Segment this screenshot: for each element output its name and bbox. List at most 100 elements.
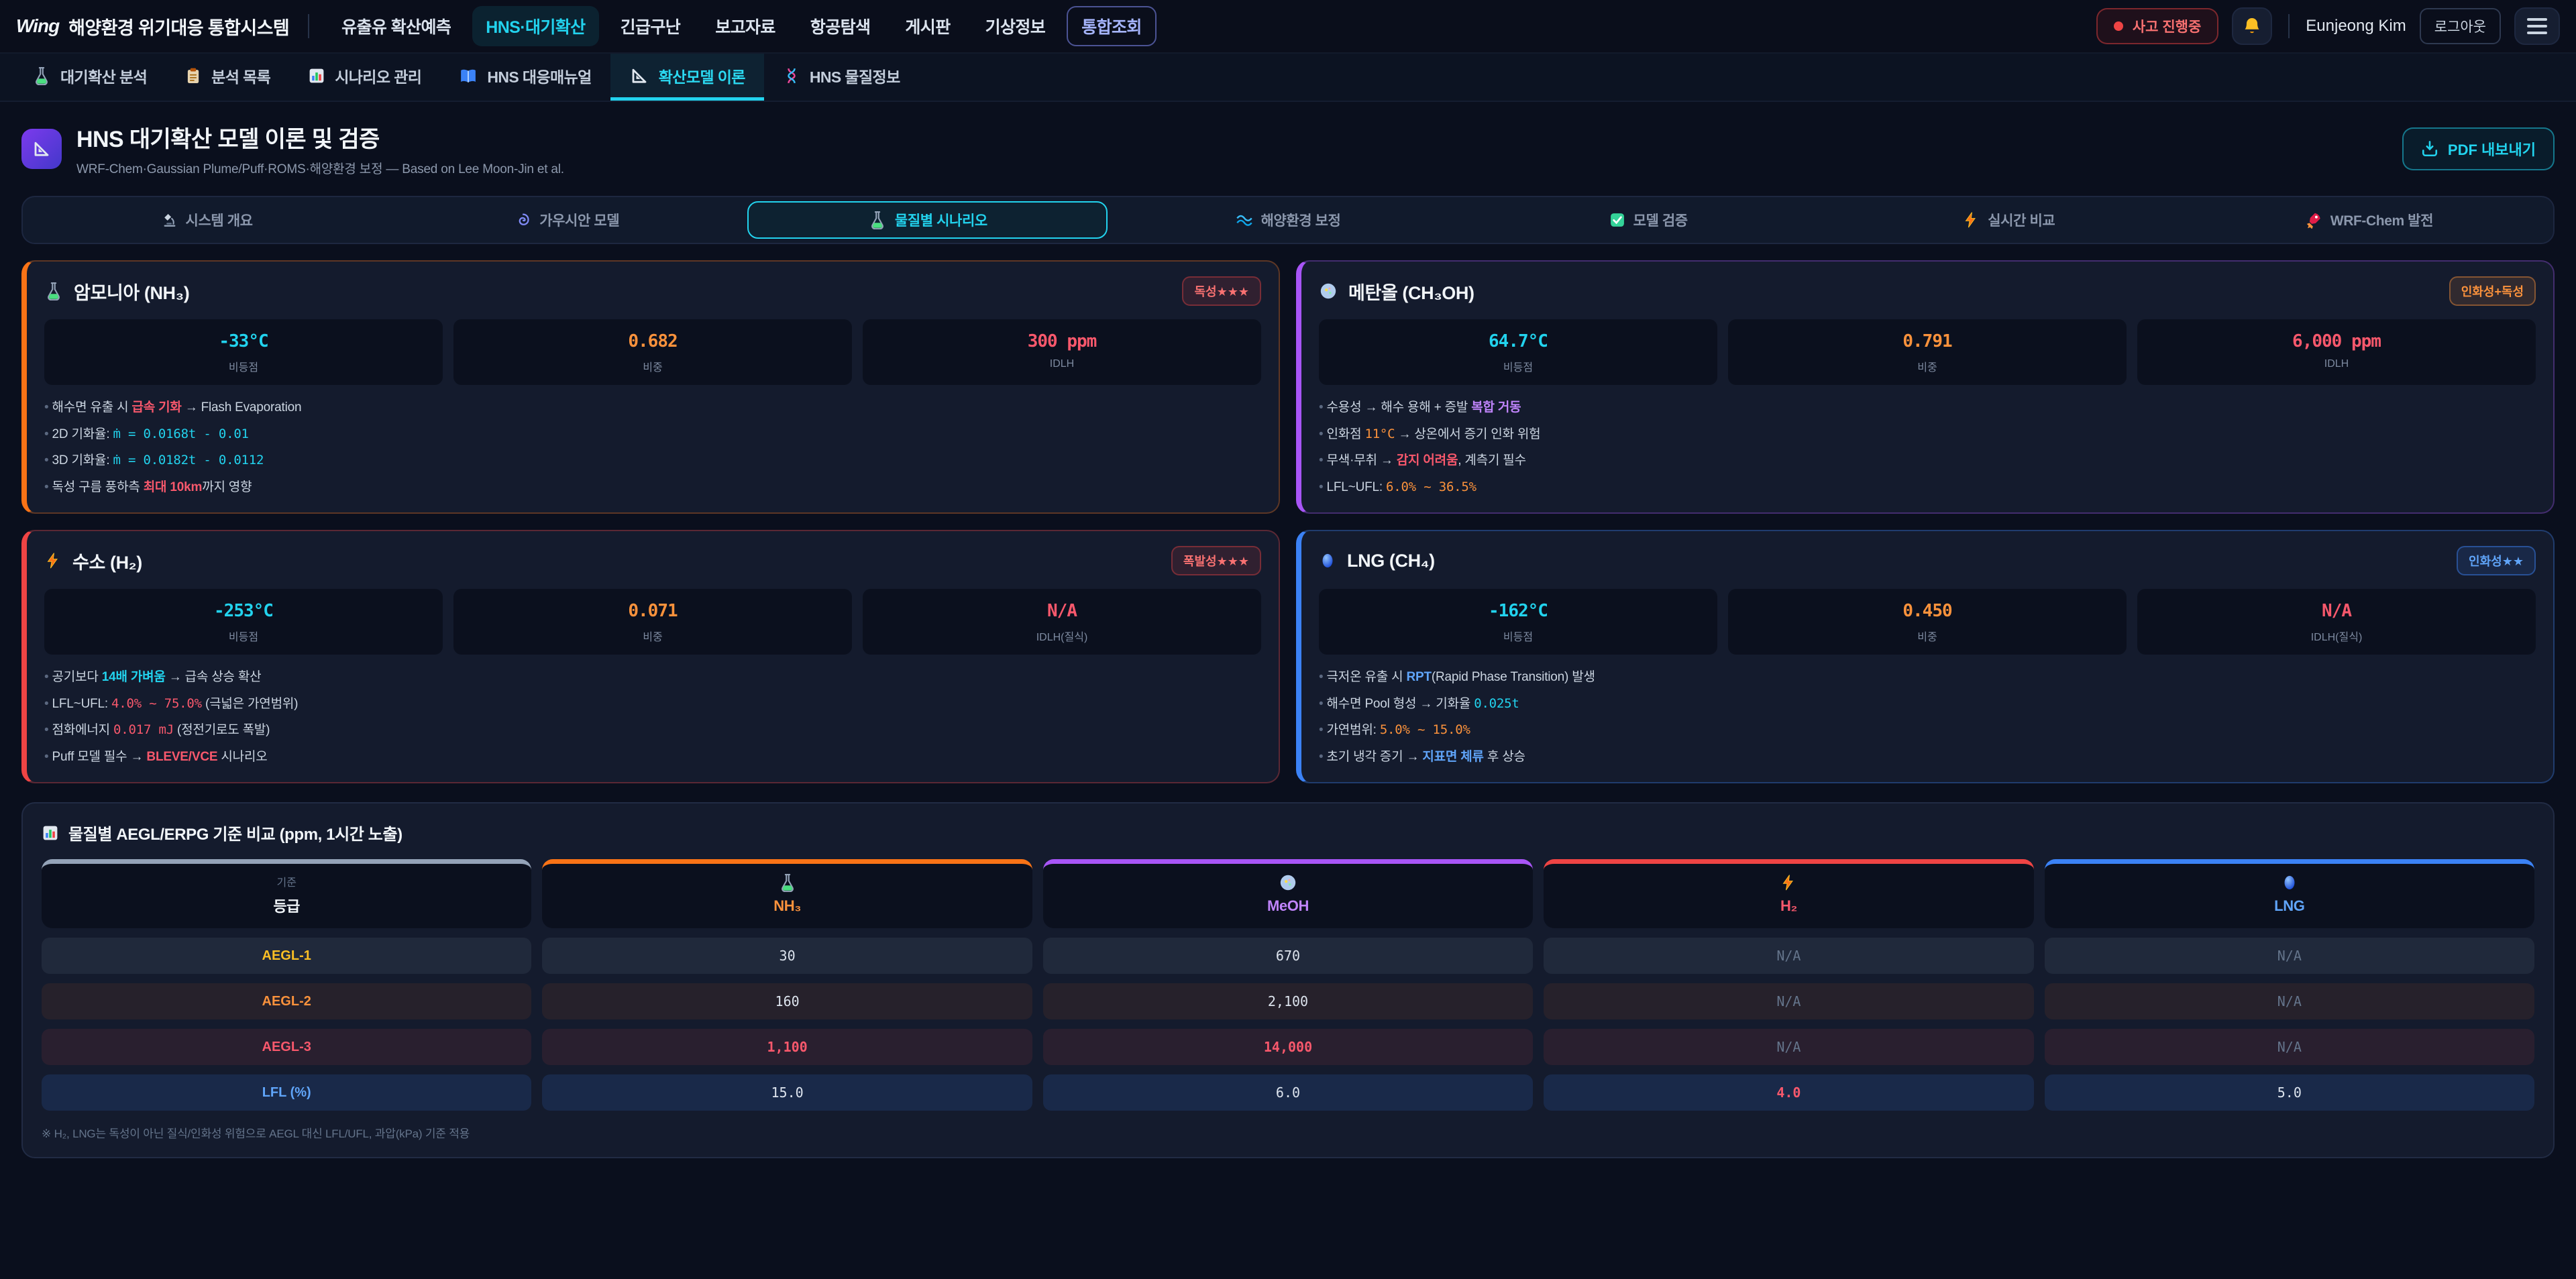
topnav-item-6[interactable]: 기상정보 xyxy=(985,18,1046,37)
table-cell: 4.0 xyxy=(1544,1074,2034,1111)
subnav-item-1[interactable]: 분석 목록 xyxy=(166,54,289,101)
col-header-label: LNG xyxy=(2274,897,2305,915)
download-icon xyxy=(2421,140,2438,158)
stat-value: 300 ppm xyxy=(1027,331,1097,351)
app-logo[interactable]: Wing 해양환경 위기대응 통합시스템 xyxy=(16,13,290,40)
subnav-item-label: 분석 목록 xyxy=(211,68,271,86)
top-navigation-bar: Wing 해양환경 위기대응 통합시스템 유출유 확산예측 HNS·대기확산 긴급구… xyxy=(0,0,2576,54)
bullet-segment: → 급속 상승 확산 xyxy=(165,670,262,685)
topnav-item-0[interactable]: 유출유 확산예측 xyxy=(341,18,451,37)
stat-box: -162°C 비등점 xyxy=(1319,589,1717,655)
table-cell: N/A xyxy=(2044,983,2534,1020)
col-header-icon-wrap xyxy=(1049,873,1527,892)
stat-value: 0.071 xyxy=(628,601,678,622)
bullet-segment: 무색·무취 → xyxy=(1326,453,1397,468)
topnav-item-5[interactable]: 게시판 xyxy=(905,18,951,37)
hamburger-menu-button[interactable] xyxy=(2514,7,2560,45)
wave-icon xyxy=(1236,211,1253,229)
content-tab-3[interactable]: 해양환경 보정 xyxy=(1108,201,1468,239)
bolt-icon xyxy=(1962,211,1980,229)
stat-value: 0.791 xyxy=(1902,331,1952,351)
incident-label: 사고 진행중 xyxy=(2132,19,2202,35)
test-tube-icon xyxy=(778,873,797,893)
page-icon xyxy=(21,129,62,169)
subnav-item-label: 대기확산 분석 xyxy=(60,68,148,86)
tab-label: 모델 검증 xyxy=(1633,213,1688,229)
content-tab-4[interactable]: 모델 검증 xyxy=(1468,201,1829,239)
bullet-segment: 11°C xyxy=(1364,426,1395,441)
table-title: 물질별 AEGL/ERPG 기준 비교 (ppm, 1시간 노출) xyxy=(68,826,402,844)
subnav-item-label: HNS 물질정보 xyxy=(809,68,900,86)
bullet-segment: 최대 10km xyxy=(143,480,203,494)
bullet-item: 공기보다 14배 가벼움 → 급속 상승 확산 xyxy=(44,668,1261,687)
bullet-segment: 초기 냉각 증기 → xyxy=(1326,749,1423,764)
content-tab-2[interactable]: 물질별 시나리오 xyxy=(747,201,1108,239)
table-cell: N/A xyxy=(1544,938,2034,975)
test-tube-icon xyxy=(44,282,63,300)
bullet-item: Puff 모델 필수 → BLEVE/VCE 시나리오 xyxy=(44,748,1261,767)
stat-box: N/A IDLH(질식) xyxy=(2137,589,2536,655)
topnav-item-2[interactable]: 긴급구난 xyxy=(620,18,681,37)
row-label: LFL (%) xyxy=(42,1074,532,1111)
bullet-segment: , 계측기 필수 xyxy=(1458,453,1526,468)
col-header-icon-wrap xyxy=(2050,873,2529,892)
topnav-item-4[interactable]: 항공탐색 xyxy=(810,18,871,37)
stat-box: 6,000 ppm IDLH xyxy=(2137,319,2536,385)
pdf-export-button[interactable]: PDF 내보내기 xyxy=(2402,127,2555,170)
subnav-item-4[interactable]: 확산모델 이론 xyxy=(610,54,764,101)
content-tab-6[interactable]: WRF-Chem 발전 xyxy=(2189,201,2549,239)
bullet-item: 인화점 11°C → 상온에서 증기 인화 위험 xyxy=(1319,425,2536,444)
bullet-segment: 급속 기화 xyxy=(131,400,182,414)
hazard-badge: 독성★★★ xyxy=(1182,276,1261,306)
content-tab-5[interactable]: 실시간 비교 xyxy=(1829,201,2189,239)
notifications-button[interactable] xyxy=(2232,7,2273,45)
topnav-item-7[interactable]: 통합조회 xyxy=(1067,6,1157,46)
substance-card-nh3: 암모니아 (NH₃) 독성★★★ -33°C 비등점 0.682 비중 300 ppm IDL… xyxy=(21,260,1280,514)
subnav-item-0[interactable]: 대기확산 분석 xyxy=(13,54,166,101)
content-tab-1[interactable]: 가우시안 모델 xyxy=(387,201,747,239)
table-col-header-NH₃: NH₃ xyxy=(542,859,1032,929)
test-tube-icon xyxy=(32,66,51,85)
logout-button[interactable]: 로그아웃 xyxy=(2419,8,2501,44)
substance-title: 암모니아 (NH₃) xyxy=(74,282,190,303)
stat-label: 비등점 xyxy=(1503,632,1534,644)
content-tab-0[interactable]: 시스템 개요 xyxy=(27,201,387,239)
subnav-item-5[interactable]: HNS 물질정보 xyxy=(764,54,919,101)
test-tube-icon xyxy=(868,211,887,229)
sub-navigation-bar: 대기확산 분석 분석 목록 시나리오 관리 HNS 대응매뉴얼 확산모델 이론 HNS 물… xyxy=(0,54,2576,102)
topnav-item-1[interactable]: HNS·대기확산 xyxy=(472,6,599,46)
bullet-item: 가연범위: 5.0% ~ 15.0% xyxy=(1319,721,2536,740)
table-title-row: 물질별 AEGL/ERPG 기준 비교 (ppm, 1시간 노출) xyxy=(42,821,2534,844)
subnav-item-2[interactable]: 시나리오 관리 xyxy=(289,54,440,101)
table-cell: N/A xyxy=(1544,983,2034,1020)
stat-label: 비중 xyxy=(643,362,663,374)
bullet-item: 해수면 Pool 형성 → 기화율 0.025t xyxy=(1319,695,2536,714)
subnav-item-3[interactable]: HNS 대응매뉴얼 xyxy=(440,54,610,101)
bullet-segment: 공기보다 xyxy=(52,670,102,685)
dna-icon xyxy=(783,67,800,85)
bullet-item: LFL~UFL: 6.0% ~ 36.5% xyxy=(1319,478,2536,497)
bullet-segment: 복합 거동 xyxy=(1471,400,1521,414)
col-header-icon-wrap xyxy=(1549,873,2028,892)
table-cell: 2,100 xyxy=(1042,983,1534,1020)
tab-label: WRF-Chem 발전 xyxy=(2330,213,2434,229)
substance-card-meoh: 메탄올 (CH₃OH) 인화성+독성 64.7°C 비등점 0.791 비중 6,000 p… xyxy=(1296,260,2555,514)
bullet-list: 극저온 유출 시 RPT(Rapid Phase Transition) 발생해… xyxy=(1319,668,2536,766)
tab-label: 가우시안 모델 xyxy=(539,213,620,229)
stats-row: 64.7°C 비등점 0.791 비중 6,000 ppm IDLH xyxy=(1319,319,2536,385)
topnav-item-3[interactable]: 보고자료 xyxy=(715,18,775,37)
bullet-segment: → Flash Evaporation xyxy=(181,400,302,414)
stat-value: 6,000 ppm xyxy=(2292,331,2381,351)
stats-row: -33°C 비등점 0.682 비중 300 ppm IDLH xyxy=(44,319,1261,385)
user-name: Eunjeong Kim xyxy=(2306,17,2406,35)
hazard-badge: 인화성+독성 xyxy=(2449,276,2536,306)
bullet-segment: 점화에너지 xyxy=(52,723,114,738)
col-header-label: 등급 xyxy=(273,898,301,915)
bullet-item: 독성 구름 풍하측 최대 10km까지 영향 xyxy=(44,478,1261,497)
section-tabbar: 시스템 개요 가우시안 모델 물질별 시나리오 해양환경 보정 모델 검증 실시간 비교 W… xyxy=(21,196,2555,244)
bullet-item: 해수면 유출 시 급속 기화 → Flash Evaporation xyxy=(44,398,1261,417)
stat-box: 0.791 비중 xyxy=(1728,319,2127,385)
logo-mark: Wing xyxy=(16,15,60,36)
stat-box: -253°C 비등점 xyxy=(44,589,443,655)
